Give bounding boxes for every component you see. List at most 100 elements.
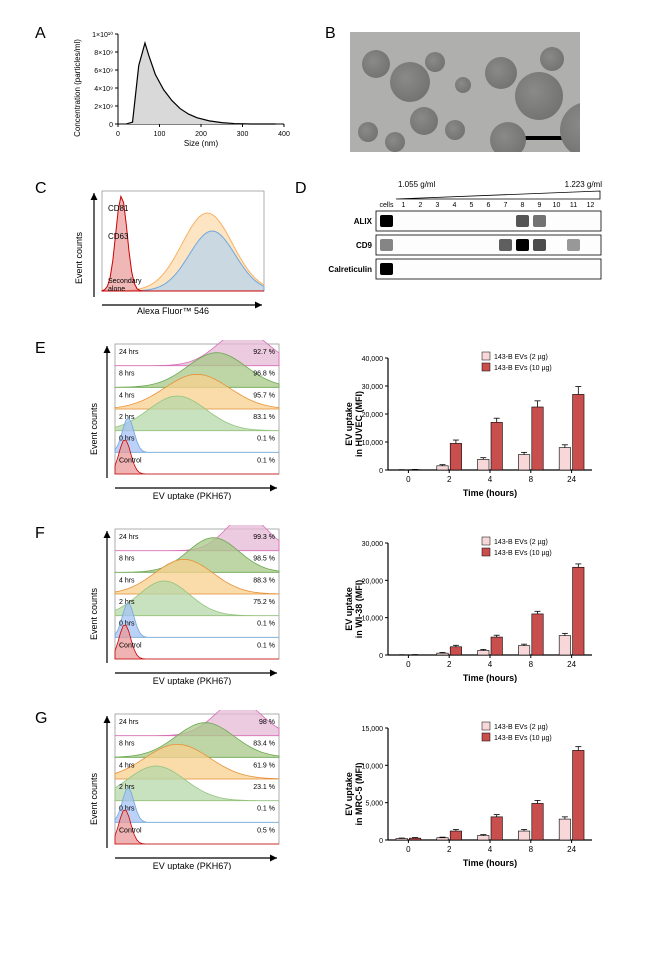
svg-text:143-B EVs (2 µg): 143-B EVs (2 µg)	[494, 539, 548, 546]
svg-text:Event counts: Event counts	[89, 772, 99, 825]
svg-text:0.1 %: 0.1 %	[257, 457, 275, 464]
svg-text:143-B EVs (2 µg): 143-B EVs (2 µg)	[494, 724, 548, 731]
svg-text:1×10¹⁰: 1×10¹⁰	[92, 31, 113, 39]
svg-text:30,000: 30,000	[362, 384, 384, 391]
svg-text:143-B EVs (10 µg): 143-B EVs (10 µg)	[494, 365, 552, 372]
svg-text:Time (hours): Time (hours)	[463, 488, 517, 498]
svg-text:Control: Control	[119, 457, 142, 464]
svg-text:Concentration (particles/ml): Concentration (particles/ml)	[73, 39, 82, 137]
svg-text:88.3 %: 88.3 %	[253, 577, 275, 584]
svg-text:7: 7	[504, 202, 508, 209]
row-F: 24 hrs99.3 %8 hrs98.5 %4 hrs88.3 %2 hrs7…	[30, 525, 620, 695]
svg-text:EV uptake: EV uptake	[344, 772, 354, 816]
svg-text:0: 0	[379, 653, 383, 660]
svg-text:ALIX: ALIX	[354, 217, 373, 226]
svg-text:2: 2	[419, 202, 423, 209]
svg-text:23.1 %: 23.1 %	[253, 784, 275, 791]
svg-text:83.1 %: 83.1 %	[253, 414, 275, 421]
svg-text:Secondary: Secondary	[108, 278, 142, 285]
svg-text:10,000: 10,000	[362, 440, 384, 447]
svg-text:EV uptake (PKH67): EV uptake (PKH67)	[153, 676, 232, 685]
svg-text:12: 12	[587, 202, 595, 209]
panel-C-flow: CD81CD63SecondaryaloneEvent countsAlexa …	[70, 185, 270, 315]
svg-text:100: 100	[154, 131, 166, 138]
svg-text:8 hrs: 8 hrs	[119, 741, 135, 748]
svg-text:4 hrs: 4 hrs	[119, 392, 135, 399]
svg-text:2×10⁹: 2×10⁹	[94, 104, 113, 111]
svg-text:11: 11	[570, 202, 577, 209]
svg-text:0.1 %: 0.1 %	[257, 621, 275, 628]
svg-text:8 hrs: 8 hrs	[119, 556, 135, 563]
label-C: C	[35, 180, 47, 198]
svg-text:8×10⁹: 8×10⁹	[94, 50, 113, 57]
svg-text:143-B EVs (10 µg): 143-B EVs (10 µg)	[494, 550, 552, 557]
svg-text:1: 1	[402, 202, 406, 209]
svg-text:Event counts: Event counts	[89, 402, 99, 455]
svg-text:6: 6	[487, 202, 491, 209]
svg-text:0: 0	[116, 131, 120, 138]
svg-text:10,000: 10,000	[362, 616, 384, 623]
svg-text:Alexa Fluor™ 546: Alexa Fluor™ 546	[137, 306, 209, 315]
svg-text:0: 0	[379, 468, 383, 475]
svg-text:0.1 %: 0.1 %	[257, 642, 275, 649]
svg-text:143-B EVs (10 µg): 143-B EVs (10 µg)	[494, 735, 552, 742]
svg-text:in WI-38 (MFI): in WI-38 (MFI)	[354, 580, 364, 639]
svg-text:EV uptake (PKH67): EV uptake (PKH67)	[153, 861, 232, 870]
svg-text:0: 0	[109, 122, 113, 129]
svg-text:Event counts: Event counts	[89, 587, 99, 640]
svg-text:EV uptake (PKH67): EV uptake (PKH67)	[153, 491, 232, 500]
panel-A-chart: 02×10⁹4×10⁹6×10⁹8×10⁹1×10¹⁰0100200300400…	[70, 28, 290, 148]
svg-text:Event counts: Event counts	[74, 231, 84, 284]
svg-text:96.8 %: 96.8 %	[253, 371, 275, 378]
svg-text:8: 8	[529, 845, 534, 854]
svg-text:24 hrs: 24 hrs	[119, 534, 139, 541]
svg-text:75.2 %: 75.2 %	[253, 599, 275, 606]
svg-text:4: 4	[488, 660, 493, 669]
svg-text:24: 24	[567, 475, 576, 484]
svg-text:4: 4	[488, 845, 493, 854]
svg-text:0: 0	[406, 845, 411, 854]
svg-text:24 hrs: 24 hrs	[119, 719, 139, 726]
svg-text:24: 24	[567, 660, 576, 669]
svg-text:20,000: 20,000	[362, 578, 384, 585]
panel-G-flow: 24 hrs98 %8 hrs83.4 %4 hrs61.9 %2 hrs23.…	[85, 710, 285, 870]
svg-text:30,000: 30,000	[362, 541, 384, 548]
panel-E-flow: 24 hrs92.7 %8 hrs96.8 %4 hrs95.7 %2 hrs8…	[85, 340, 285, 500]
svg-text:3: 3	[436, 202, 440, 209]
svg-text:Size (nm): Size (nm)	[184, 139, 219, 148]
svg-text:24: 24	[567, 845, 576, 854]
svg-text:6×10⁹: 6×10⁹	[94, 68, 113, 75]
svg-text:10: 10	[553, 202, 561, 209]
svg-text:CD63: CD63	[108, 232, 129, 241]
svg-text:Calreticulin: Calreticulin	[328, 265, 372, 274]
svg-text:92.7 %: 92.7 %	[253, 349, 275, 356]
panel-F-flow: 24 hrs99.3 %8 hrs98.5 %4 hrs88.3 %2 hrs7…	[85, 525, 285, 685]
label-B: B	[325, 25, 336, 43]
svg-text:cells: cells	[379, 202, 394, 209]
svg-text:5: 5	[470, 202, 474, 209]
svg-text:8: 8	[529, 475, 534, 484]
panel-B-tem-image	[350, 32, 580, 152]
svg-text:EV uptake: EV uptake	[344, 587, 354, 631]
svg-text:0: 0	[406, 660, 411, 669]
svg-text:8: 8	[529, 660, 534, 669]
svg-text:EV uptake: EV uptake	[344, 402, 354, 446]
svg-text:4×10⁹: 4×10⁹	[94, 86, 113, 93]
svg-text:alone: alone	[108, 286, 125, 293]
svg-text:0: 0	[406, 475, 411, 484]
svg-text:300: 300	[237, 131, 249, 138]
svg-text:24 hrs: 24 hrs	[119, 349, 139, 356]
svg-text:4 hrs: 4 hrs	[119, 762, 135, 769]
svg-text:2: 2	[447, 845, 452, 854]
svg-text:8 hrs: 8 hrs	[119, 371, 135, 378]
svg-text:in HUVEC (MFI): in HUVEC (MFI)	[354, 391, 364, 457]
svg-text:98 %: 98 %	[259, 719, 275, 726]
svg-text:1.223 g/ml: 1.223 g/ml	[565, 180, 603, 189]
panel-E-bar: 010,00020,00030,00040,000024824EV uptake…	[340, 340, 600, 500]
svg-text:2: 2	[447, 475, 452, 484]
svg-text:20,000: 20,000	[362, 412, 384, 419]
svg-text:143-B EVs (2 µg): 143-B EVs (2 µg)	[494, 354, 548, 361]
svg-text:40,000: 40,000	[362, 356, 384, 363]
row-G: 24 hrs98 %8 hrs83.4 %4 hrs61.9 %2 hrs23.…	[30, 710, 620, 880]
label-A: A	[35, 25, 46, 43]
